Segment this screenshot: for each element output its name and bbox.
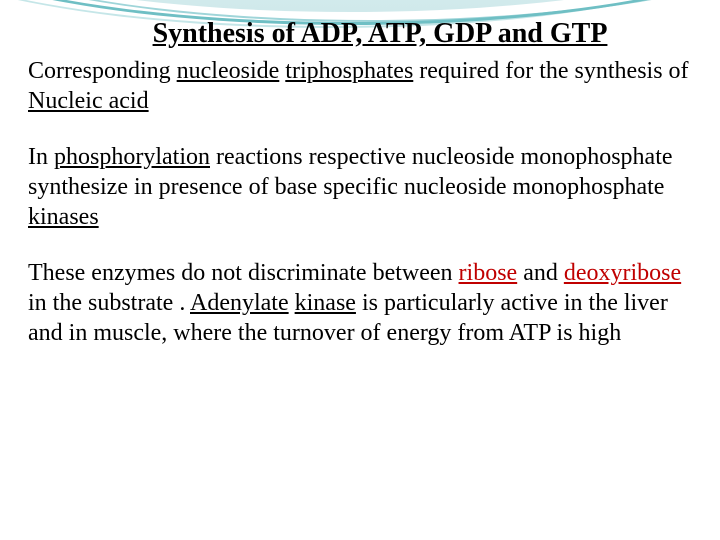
p1-text-a: Corresponding bbox=[28, 58, 177, 84]
p3-kinase: kinase bbox=[295, 290, 356, 316]
slide-content: Synthesis of ADP, ATP, GDP and GTP Corre… bbox=[28, 18, 692, 374]
p3-text-a: These enzymes do not discriminate betwee… bbox=[28, 260, 459, 286]
p3-text-e: in the substrate bbox=[28, 290, 173, 316]
p2-text-c: reactions respective nucleoside monophos… bbox=[210, 144, 673, 170]
paragraph-1: Corresponding nucleoside triphosphates r… bbox=[28, 56, 692, 116]
p3-text-f: . bbox=[173, 290, 190, 316]
p1-triphosphates: triphosphates bbox=[285, 58, 413, 84]
p3-deoxyribose: deoxyribose bbox=[564, 260, 681, 286]
p3-ribose: ribose bbox=[459, 260, 518, 286]
slide-title: Synthesis of ADP, ATP, GDP and GTP bbox=[68, 18, 692, 50]
p2-phosphorylation: phosphorylation bbox=[54, 144, 210, 170]
p1-nucleoside: nucleoside bbox=[177, 58, 280, 84]
p3-adenylate: Adenylate bbox=[190, 290, 289, 316]
p2-kinases: kinases bbox=[28, 204, 99, 230]
p3-text-c: and bbox=[517, 260, 564, 286]
paragraph-2: In phosphorylation reactions respective … bbox=[28, 142, 692, 232]
p2-text-d: synthesize in presence of base specific … bbox=[28, 174, 664, 200]
p1-text-e: required for the synthesis of bbox=[413, 58, 688, 84]
p2-text-a: In bbox=[28, 144, 54, 170]
paragraph-3: These enzymes do not discriminate betwee… bbox=[28, 258, 692, 348]
p1-nucleic-acid: Nucleic acid bbox=[28, 88, 149, 114]
